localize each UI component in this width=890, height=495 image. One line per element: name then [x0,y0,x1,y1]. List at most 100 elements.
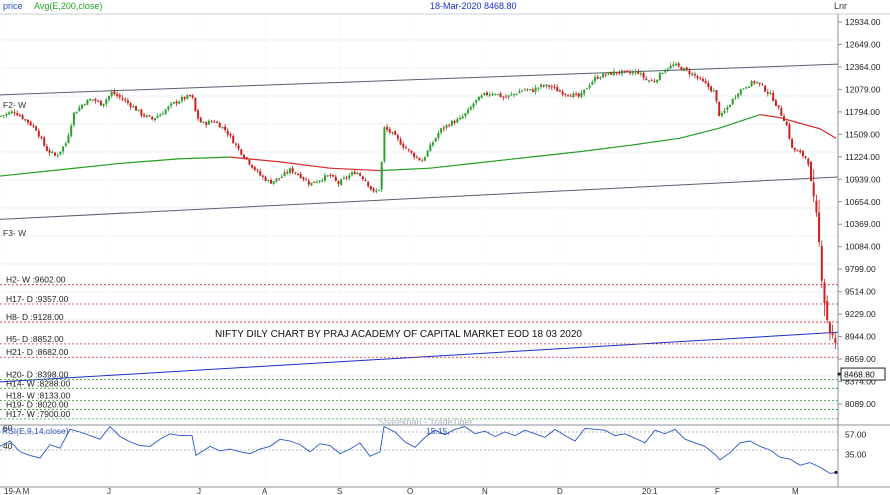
candle-body [699,77,702,79]
rsi-last-marker [834,470,838,474]
rsi-label: RSI(E,9,14,close) [2,426,69,436]
candle-body [488,94,491,96]
candle-body [423,157,426,161]
ema200-segment [329,167,381,172]
price-tick-label: 12364.00 [845,62,881,72]
candle-body [291,167,294,173]
level-label: H17- W :7900.00 [6,409,71,419]
price-tick-label: 8944.00 [845,332,876,342]
lower-channel-line [0,176,838,220]
candle-body [672,64,675,67]
price-tick-label: 11509.00 [845,129,880,139]
candle-body [359,173,362,176]
rsi-value: 15.15, [426,426,450,436]
candle-body [472,103,475,107]
candle-body [29,121,32,126]
candle-body [494,94,497,96]
level-label: H21- D :8682.00 [6,347,69,357]
candle-body [378,189,380,191]
candle-body [132,106,135,108]
candle-body [102,103,105,106]
candle-body [110,92,113,96]
channel-label-upper: F2- W [3,100,26,110]
candle-body [18,115,21,117]
ema200-segment [799,122,821,130]
candle-body [178,101,181,104]
candle-body [639,73,642,75]
candle-body [834,338,837,343]
candle-body [650,80,653,82]
candle-body [248,159,251,165]
candle-body [367,181,370,187]
candle-body [807,158,810,165]
ema200-segment [759,113,781,119]
candle-body [8,112,11,115]
candle-body [718,101,721,116]
candle-body [305,179,308,181]
level-label: H20- D :8398.00 [6,370,69,380]
candle-body [62,146,65,152]
candle-body [688,70,691,75]
candle-body [253,167,256,170]
candle-body [669,65,672,69]
candle-body [164,109,167,115]
candle-body [180,97,183,102]
candle-body [658,72,661,81]
candle-body [818,212,821,243]
candle-body [602,73,605,78]
candle-body [777,105,780,108]
candle-body [804,156,807,158]
candle-body [526,88,529,90]
candle-body [507,95,510,98]
candle-body [464,113,467,117]
ema200-segment [279,161,331,169]
candle-body [434,137,437,142]
candle-body [386,126,389,130]
ema200-segment [229,156,281,163]
candle-body [391,131,394,134]
candle-body [24,119,27,121]
candle-body [564,93,567,95]
candle-body [634,71,637,73]
candle-body [591,81,594,85]
candle-body [542,85,545,87]
candle-body [642,73,645,78]
candle-body [594,77,596,82]
candle-body [197,110,200,119]
candle-body [753,81,756,84]
ema200-line [0,113,837,177]
candle-body [558,90,561,92]
candle-body [772,92,775,101]
x-tick-label: M [792,487,799,495]
candle-body [774,100,777,106]
ema200-segment [0,169,61,177]
price-tick-label: 12079.00 [845,84,881,94]
last-price-label: 8468.80 [844,370,875,380]
candle-body [820,245,823,281]
candle-body [99,100,102,106]
price-tick-label: 12934.00 [845,17,881,27]
rsi-tick-label: 57.00 [845,430,867,440]
candle-body [324,175,326,181]
candle-body [410,150,413,153]
candle-body [548,85,551,87]
candle-body [37,130,40,137]
candle-body [723,110,726,113]
candle-body [445,124,448,128]
candle-body [81,104,83,109]
candle-body [156,115,159,119]
candle-body [97,100,100,102]
x-tick-label: S [337,487,342,495]
candle-body [75,111,78,114]
candle-body [191,95,194,98]
candle-body [531,89,534,92]
candle-body [496,94,499,96]
candle-body [637,71,640,74]
candle-body [540,84,542,87]
candle-body [502,96,505,98]
ema200-segment [179,156,231,160]
level-label: H19- D :8020.00 [6,399,69,409]
candle-body [764,85,767,92]
candle-body [715,90,718,102]
